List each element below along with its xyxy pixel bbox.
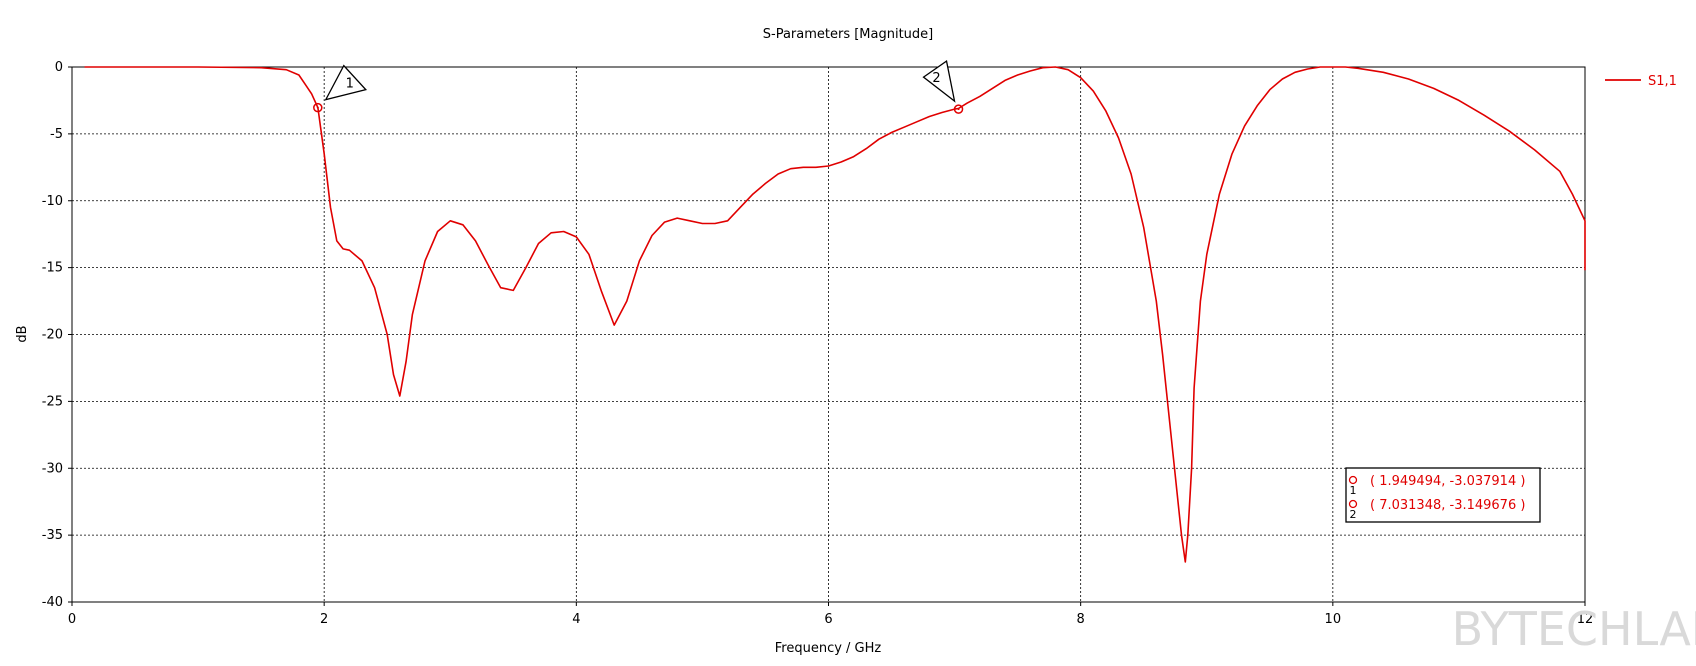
x-tick-label: 8 (1077, 612, 1085, 627)
marker-flag-label-2: 2 (932, 71, 940, 86)
legend[interactable]: S1,1 (1605, 74, 1677, 89)
marker-readout-box[interactable]: 1 ( 1.949494, -3.037914 ) 2 ( 7.031348, -3.… (1345, 467, 1541, 523)
marker-flag-2 (922, 60, 956, 103)
x-axis-label: Frequency / GHz (775, 641, 882, 656)
y-tick-label: 0 (55, 60, 63, 75)
y-tick-label: -10 (42, 194, 63, 209)
y-tick-label: -5 (50, 127, 63, 142)
x-tick-label: 12 (1577, 612, 1594, 627)
readout-marker-value: ( 7.031348, -3.149676 ) (1370, 498, 1525, 513)
x-tick-label: 10 (1325, 612, 1342, 627)
series-line-s11[interactable] (84, 66, 1586, 563)
y-tick-label: -35 (42, 528, 63, 543)
marker-flag-label-1: 1 (346, 77, 354, 92)
y-tick-label: -15 (42, 261, 63, 276)
x-tick-label: 4 (572, 612, 580, 627)
y-tick-label: -25 (42, 394, 63, 409)
marker-point-center-2 (957, 108, 960, 111)
watermark-text: BYTECHLAB (1452, 602, 1696, 656)
y-axis-label: dB (15, 325, 30, 342)
marker-point-1[interactable] (313, 102, 323, 113)
x-tick-label: 6 (824, 612, 832, 627)
readout-marker-icon (1348, 499, 1358, 509)
marker-readout-frame (1345, 467, 1541, 523)
legend-label: S1,1 (1648, 74, 1677, 89)
y-tick-label: -30 (42, 461, 63, 476)
chart-title: S-Parameters [Magnitude] (763, 27, 934, 42)
readout-marker-id: 1 (1350, 484, 1357, 497)
readout-marker-value: ( 1.949494, -3.037914 ) (1370, 474, 1525, 489)
axis-ticks: 0 2 4 6 8 10 120-5-10-15-20-25-30-35-40 (42, 60, 1594, 627)
readout-marker-icon (1348, 475, 1358, 485)
marker-point-center-1 (316, 106, 319, 109)
marker-point-2[interactable] (953, 104, 964, 114)
marker-flag-1 (324, 64, 368, 101)
grid (72, 67, 1585, 602)
y-tick-label: -40 (42, 595, 63, 610)
y-tick-label: -20 (42, 328, 63, 343)
series-layer (84, 66, 1586, 563)
readout-marker-id: 2 (1350, 508, 1357, 521)
x-tick-label: 0 (68, 612, 76, 627)
x-tick-label: 2 (320, 612, 328, 627)
